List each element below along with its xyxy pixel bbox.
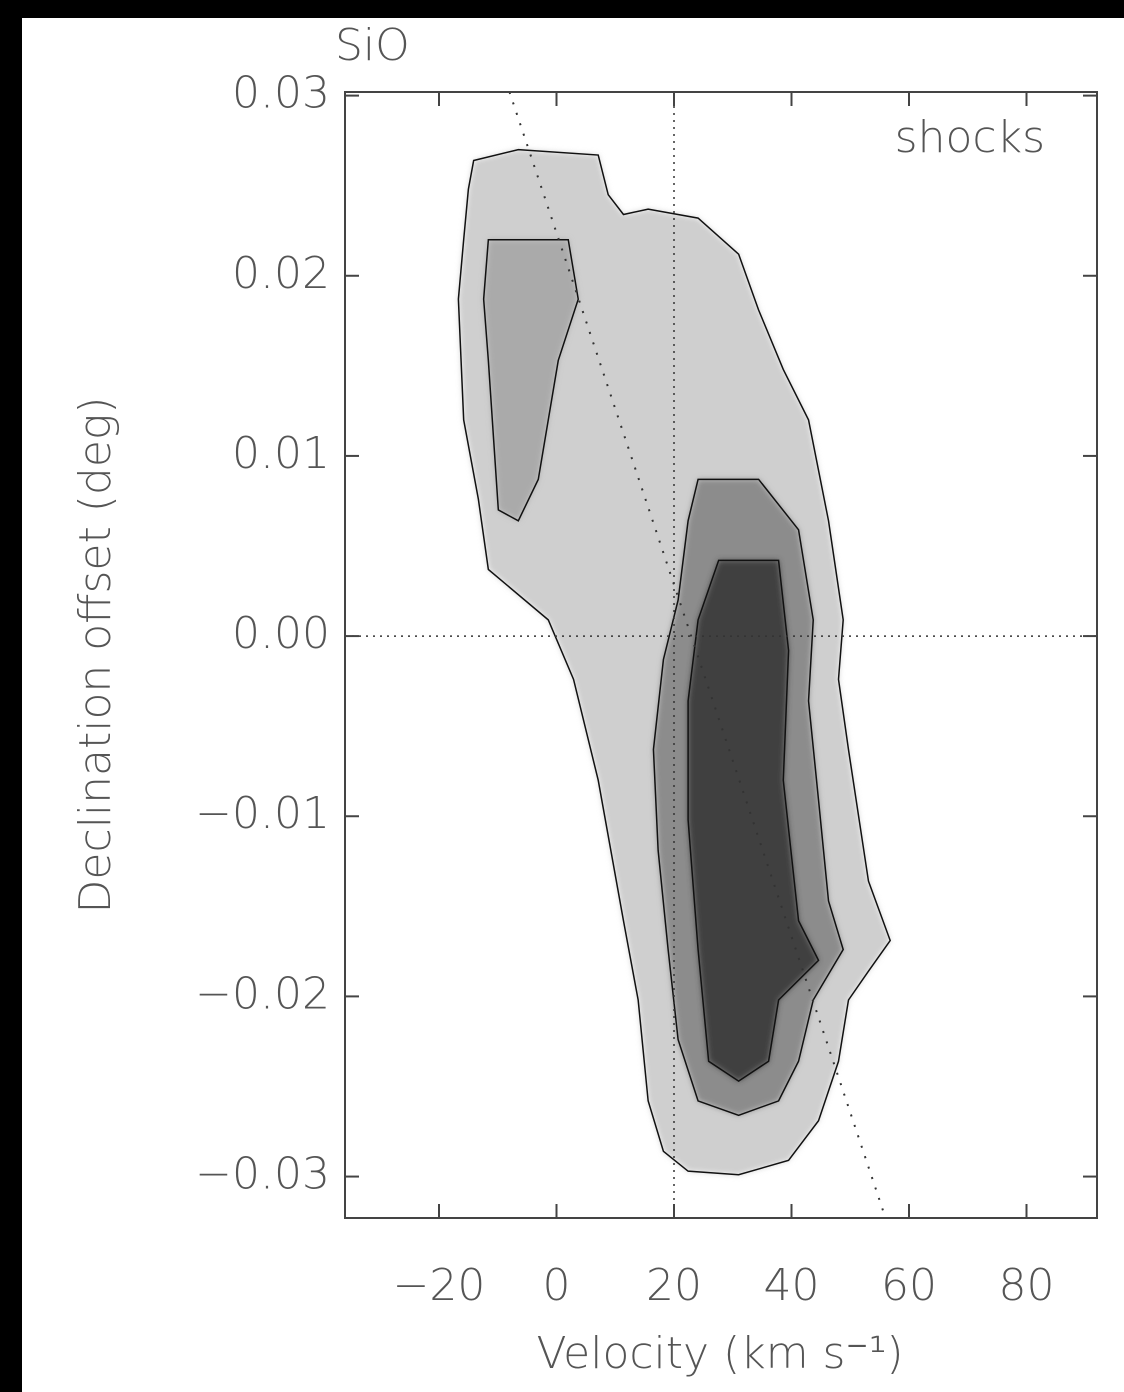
chart: SiO shocks Velocity (km s⁻¹) Declination…	[0, 0, 1124, 1392]
y-tick-label: 0.01	[232, 428, 330, 479]
y-tick-label: −0.01	[195, 788, 330, 839]
x-axis-label: Velocity (km s⁻¹)	[536, 1328, 903, 1379]
page: SiO shocks Velocity (km s⁻¹) Declination…	[0, 0, 1124, 1392]
x-tick-label: −20	[393, 1260, 486, 1311]
y-tick-label: −0.03	[195, 1149, 330, 1200]
y-tick-label: −0.02	[195, 968, 330, 1019]
chart-title: SiO	[335, 20, 410, 71]
x-tick-label: 60	[881, 1260, 937, 1311]
y-tick-label: 0.02	[232, 248, 330, 299]
y-tick-label: 0.03	[232, 68, 330, 119]
x-tick-label: 40	[764, 1260, 820, 1311]
y-tick-label: 0.00	[232, 608, 330, 659]
x-tick-label: 0	[543, 1260, 571, 1311]
y-axis-label: Declination offset (deg)	[70, 397, 121, 914]
annotation: shocks	[895, 112, 1045, 163]
x-tick-label: 20	[646, 1260, 702, 1311]
x-tick-label: 80	[999, 1260, 1055, 1311]
